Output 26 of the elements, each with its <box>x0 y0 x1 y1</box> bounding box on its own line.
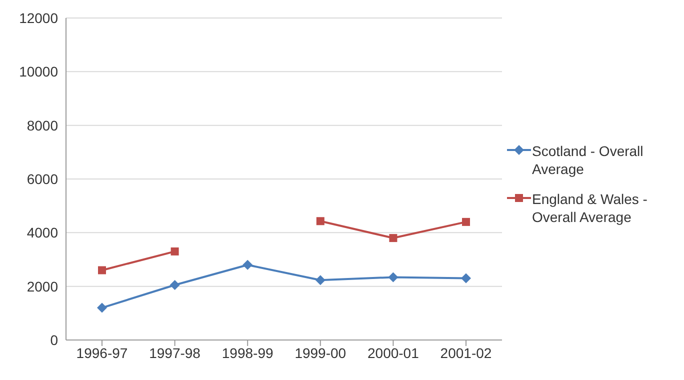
legend-label: England & Wales - Overall Average <box>532 190 648 226</box>
point <box>98 266 106 274</box>
point <box>462 218 470 226</box>
point <box>388 272 398 282</box>
legend-label: Scotland - Overall Average <box>532 142 644 178</box>
y-tick-label: 2000 <box>26 278 58 294</box>
point <box>242 260 253 270</box>
y-tick-label: 10000 <box>19 64 58 80</box>
x-tick-label: 1996-97 <box>76 344 128 361</box>
x-tick-label: 1997-98 <box>149 344 201 361</box>
point <box>170 247 179 256</box>
point <box>97 302 107 313</box>
y-tick-label: 8000 <box>26 117 58 134</box>
point <box>389 234 398 242</box>
y-tick-label: 4000 <box>26 224 58 241</box>
x-tick-label: 1998-99 <box>222 344 274 361</box>
y-tick-label: 0 <box>50 332 58 348</box>
point <box>170 280 180 290</box>
x-tick-label: 1999-00 <box>294 344 346 361</box>
point <box>461 273 471 284</box>
point <box>315 275 326 286</box>
x-tick-label: 2000-01 <box>368 344 420 361</box>
y-tick-label: 12000 <box>19 10 58 26</box>
x-tick-label: 2001-02 <box>440 344 492 361</box>
point <box>316 217 324 226</box>
y-tick-label: 6000 <box>26 170 58 187</box>
